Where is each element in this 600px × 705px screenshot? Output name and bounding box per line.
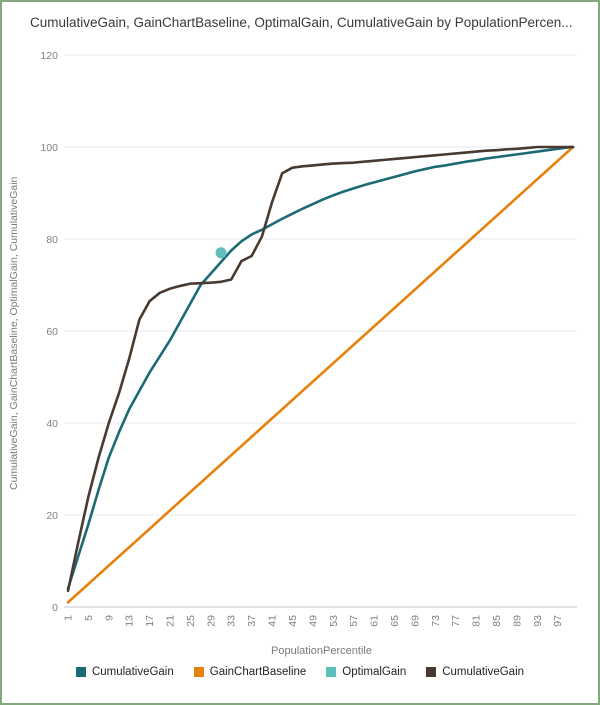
y-tick-label: 80	[46, 234, 58, 246]
x-tick-label: 93	[532, 615, 544, 627]
x-tick-label: 29	[205, 615, 217, 627]
legend-swatch-icon	[193, 667, 204, 677]
series-line-cumulativegain[interactable]	[66, 145, 575, 593]
x-tick-label: 73	[430, 615, 442, 627]
x-tick-label: 21	[165, 615, 177, 627]
x-tick-label: 45	[287, 615, 299, 627]
x-tick-label: 9	[103, 615, 115, 621]
legend-swatch-icon	[326, 667, 337, 677]
legend-item[interactable]: GainChartBaseline	[193, 666, 307, 678]
legend-swatch-icon	[426, 667, 437, 677]
x-tick-label: 61	[369, 615, 381, 627]
x-tick-label: 53	[328, 615, 340, 627]
x-tick-label: 65	[389, 615, 401, 627]
x-tick-label: 37	[246, 615, 258, 627]
y-tick-label: 0	[52, 602, 58, 614]
chart-title: CumulativeGain, GainChartBaseline, Optim…	[30, 15, 573, 30]
x-tick-label: 89	[511, 615, 523, 627]
y-tick-label: 120	[40, 50, 58, 62]
x-tick-label: 13	[124, 615, 136, 627]
series-line-gainchartbaseline[interactable]	[66, 145, 575, 604]
x-tick-label: 25	[185, 615, 197, 627]
legend-swatch-icon	[75, 667, 86, 677]
y-tick-label: 100	[40, 142, 58, 154]
x-tick-label: 97	[552, 615, 564, 627]
series-line-cumulativegain[interactable]	[66, 145, 575, 590]
legend-label: CumulativeGain	[91, 666, 174, 678]
x-tick-label: 33	[226, 615, 238, 627]
x-tick-label: 81	[471, 615, 483, 627]
legend-item[interactable]: CumulativeGain	[75, 666, 174, 678]
legend-label: GainChartBaseline	[209, 666, 307, 678]
x-tick-label: 69	[409, 615, 421, 627]
y-tick-label: 40	[46, 418, 58, 430]
optimal-gain-point[interactable]	[215, 247, 227, 259]
x-tick-label: 85	[491, 615, 503, 627]
x-tick-label: 1	[63, 615, 75, 621]
x-tick-label: 41	[267, 615, 279, 627]
x-tick-label: 17	[144, 615, 156, 627]
legend-item[interactable]: CumulativeGain	[426, 666, 524, 678]
y-tick-label: 20	[46, 510, 58, 522]
x-tick-label: 77	[450, 615, 462, 627]
y-tick-label: 60	[46, 326, 58, 338]
x-axis-title: PopulationPercentile	[271, 645, 372, 657]
x-tick-label: 5	[83, 615, 95, 621]
legend: CumulativeGain GainChartBaseline OptimalGa…	[2, 666, 598, 678]
x-tick-label: 49	[307, 615, 319, 627]
legend-label: CumulativeGain	[442, 666, 525, 678]
legend-item[interactable]: OptimalGain	[326, 666, 406, 678]
x-tick-label: 57	[348, 615, 360, 627]
legend-label: OptimalGain	[342, 666, 407, 678]
